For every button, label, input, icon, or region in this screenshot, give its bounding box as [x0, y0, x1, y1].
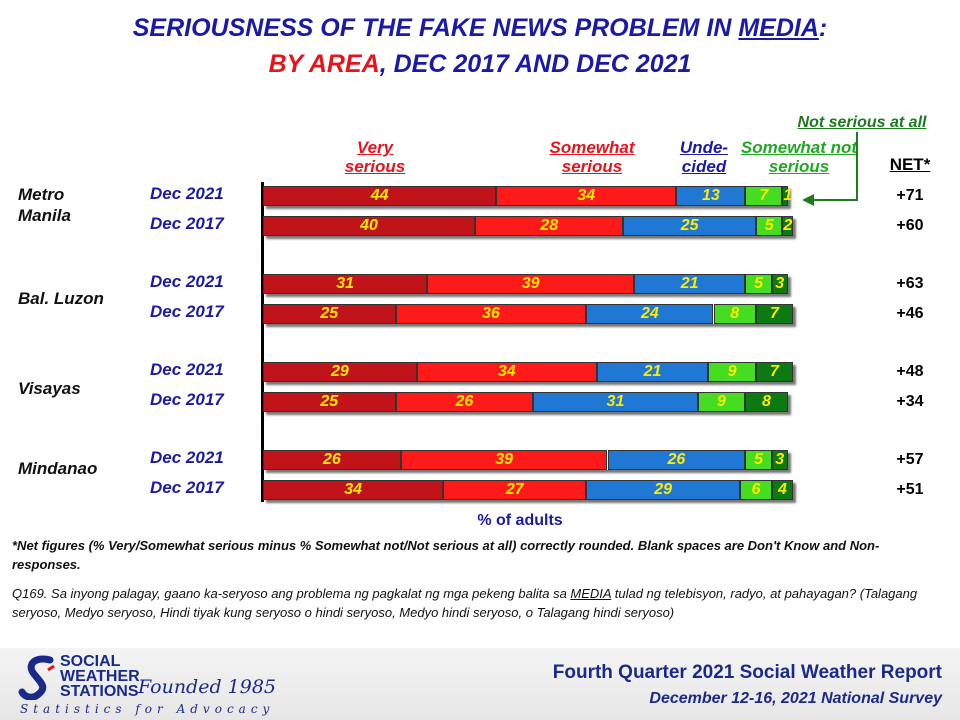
survey-dates: December 12-16, 2021 National Survey	[649, 690, 942, 707]
net-value: +57	[896, 451, 924, 468]
bar-segment: 3	[771, 450, 788, 470]
bar-row: 40 28 25 5 2	[263, 216, 793, 236]
question-suffix: tulad ng telebisyon, radyo, at pahayagan…	[12, 586, 918, 620]
title-by-area: BY AREA	[268, 50, 380, 78]
bar-segment: 7	[755, 362, 793, 382]
sws-logo-icon	[18, 655, 55, 700]
bar-segment: 9	[708, 362, 756, 382]
net-header: NET*	[889, 155, 931, 174]
title-media: MEDIA	[738, 14, 819, 42]
bar-segment: 26	[395, 392, 534, 412]
bar-segment: 29	[263, 362, 417, 382]
bar-segment: 7	[755, 304, 793, 324]
bar-segment: 26	[263, 450, 401, 470]
period-label: Dec 2021	[150, 272, 224, 291]
bar-segment: 13	[676, 186, 746, 206]
bar-segment: 34	[416, 362, 597, 382]
bar-segment: 21	[634, 274, 746, 294]
bar-segment: 5	[745, 450, 772, 470]
logo-line-3: STATIONS	[60, 683, 139, 700]
bar-row: 44 34 13 7 1	[263, 186, 793, 206]
area-label: Mindanao	[18, 459, 98, 478]
chart-title-line1: SERIOUSNESS OF THE FAKE NEWS PROBLEM IN …	[0, 14, 960, 43]
net-value: +48	[896, 363, 924, 380]
net-footnote: *Net figures (% Very/Somewhat serious mi…	[12, 538, 880, 572]
bar-segment: 31	[263, 274, 428, 294]
period-label: Dec 2017	[150, 478, 224, 497]
footer-band	[0, 648, 960, 720]
bar-segment: 21	[596, 362, 709, 382]
area-label: Bal. Luzon	[18, 289, 104, 308]
bar-segment: 29	[586, 480, 740, 500]
title-colon: :	[818, 14, 828, 42]
question-prefix: Q169. Sa inyong palagay, gaano ka-seryos…	[12, 586, 571, 601]
chart-title-line2: BY AREA, DEC 2017 AND DEC 2021	[0, 50, 960, 79]
period-label: Dec 2021	[150, 448, 224, 467]
bar-segment: 40	[263, 216, 475, 236]
bar-row: 25 26 31 9 8	[263, 392, 788, 412]
bar-segment: 8	[745, 392, 788, 412]
bar-row: 34 27 29 6 4	[263, 480, 793, 500]
bar-row: 29 34 21 9 7	[263, 362, 793, 382]
bar-segment: 39	[427, 274, 634, 294]
bar-segment: 28	[475, 216, 624, 236]
period-label: Dec 2017	[150, 214, 224, 233]
net-value: +71	[896, 187, 924, 204]
net-value: +60	[896, 217, 924, 234]
title-prefix: SERIOUSNESS OF THE FAKE NEWS PROBLEM IN	[132, 14, 739, 42]
bar-segment: 6	[740, 480, 772, 500]
logo-line-1: SOCIAL	[60, 653, 121, 670]
bar-segment: 9	[697, 392, 746, 412]
bar-segment: 7	[745, 186, 783, 206]
report-title: Fourth Quarter 2021 Social Weather Repor…	[552, 662, 942, 683]
not-at-all-pointer	[802, 132, 858, 206]
founded-signature: Founded 1985	[138, 676, 277, 698]
bar-segment: 39	[400, 450, 608, 470]
bar-segment: 25	[623, 216, 756, 236]
x-axis-label: % of adults	[477, 512, 563, 529]
area-label: Visayas	[18, 379, 81, 398]
bar-segment: 1	[782, 186, 793, 206]
title-dates: , DEC 2017 AND DEC 2021	[379, 50, 692, 78]
tagline: Statistics for Advocacy	[20, 702, 275, 716]
period-label: Dec 2021	[150, 184, 224, 203]
legend-somewhat-serious: Somewhat serious	[549, 138, 635, 176]
bar-segment: 27	[443, 480, 587, 500]
sws-logo-text: SOCIAL WEATHER STATIONS	[60, 653, 140, 700]
bar-segment: 2	[782, 216, 793, 236]
bar-segment: 44	[263, 186, 497, 206]
bar-segment: 5	[755, 216, 783, 236]
net-value: +46	[896, 305, 924, 322]
bar-segment: 25	[263, 392, 396, 412]
question-text: Q169. Sa inyong palagay, gaano ka-seryos…	[12, 584, 942, 622]
bar-segment: 3	[771, 274, 788, 294]
logo-line-2: WEATHER	[60, 668, 140, 685]
bar-segment: 36	[395, 304, 587, 324]
bar-segment: 31	[533, 392, 698, 412]
bar-segment: 24	[586, 304, 714, 324]
net-value: +63	[896, 275, 924, 292]
bar-row: 26 39 26 5 3	[263, 450, 788, 470]
net-value: +51	[896, 481, 924, 498]
net-value: +34	[896, 393, 924, 410]
bar-segment: 26	[607, 450, 746, 470]
period-label: Dec 2021	[150, 360, 224, 379]
y-axis-line	[261, 182, 264, 502]
period-label: Dec 2017	[150, 302, 224, 321]
legend-somewhat-not-serious: Somewhat not serious	[740, 138, 858, 176]
bar-segment: 34	[496, 186, 677, 206]
bar-segment: 4	[771, 480, 793, 500]
bar-row: 25 36 24 8 7	[263, 304, 793, 324]
legend-not-serious-at-all: Not serious at all	[797, 114, 927, 131]
question-media: MEDIA	[570, 586, 612, 601]
bar-segment: 8	[713, 304, 756, 324]
period-label: Dec 2017	[150, 390, 224, 409]
bar-segment: 34	[263, 480, 444, 500]
area-label: Metro Manila	[18, 185, 71, 225]
bar-segment: 25	[263, 304, 396, 324]
bar-segment: 5	[745, 274, 772, 294]
legend-undecided: Unde- cided	[679, 138, 729, 176]
legend-very-serious: Very serious	[344, 138, 406, 176]
bar-row: 31 39 21 5 3	[263, 274, 788, 294]
